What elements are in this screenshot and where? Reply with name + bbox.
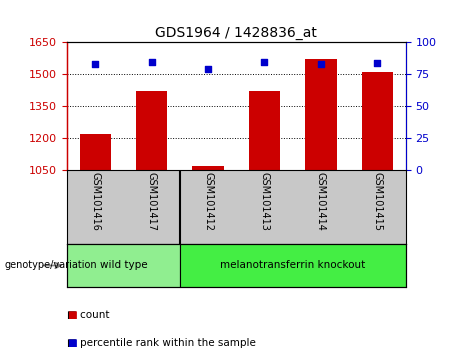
Text: GSM101416: GSM101416 — [90, 172, 100, 231]
Text: melanotransferrin knockout: melanotransferrin knockout — [220, 261, 366, 270]
FancyBboxPatch shape — [67, 244, 180, 287]
Text: ■ count: ■ count — [67, 310, 109, 320]
Point — [374, 60, 381, 66]
Text: GSM101413: GSM101413 — [260, 172, 270, 231]
Text: GSM101412: GSM101412 — [203, 172, 213, 231]
Text: GSM101415: GSM101415 — [372, 172, 383, 231]
Text: GSM101417: GSM101417 — [147, 172, 157, 231]
FancyBboxPatch shape — [180, 244, 406, 287]
Text: ■: ■ — [67, 310, 77, 320]
Bar — [80, 134, 111, 170]
Bar — [193, 166, 224, 170]
Point — [261, 59, 268, 64]
Text: genotype/variation: genotype/variation — [5, 261, 97, 270]
Text: GSM101414: GSM101414 — [316, 172, 326, 231]
Point — [204, 67, 212, 72]
Point — [317, 61, 325, 67]
Title: GDS1964 / 1428836_at: GDS1964 / 1428836_at — [155, 26, 317, 40]
Bar — [306, 59, 337, 170]
Text: ■ percentile rank within the sample: ■ percentile rank within the sample — [67, 338, 256, 348]
Point — [148, 59, 155, 64]
Bar — [136, 91, 167, 170]
Bar — [362, 72, 393, 170]
Text: ■: ■ — [67, 338, 77, 348]
Point — [91, 61, 99, 67]
Text: wild type: wild type — [100, 261, 147, 270]
Bar — [249, 91, 280, 170]
